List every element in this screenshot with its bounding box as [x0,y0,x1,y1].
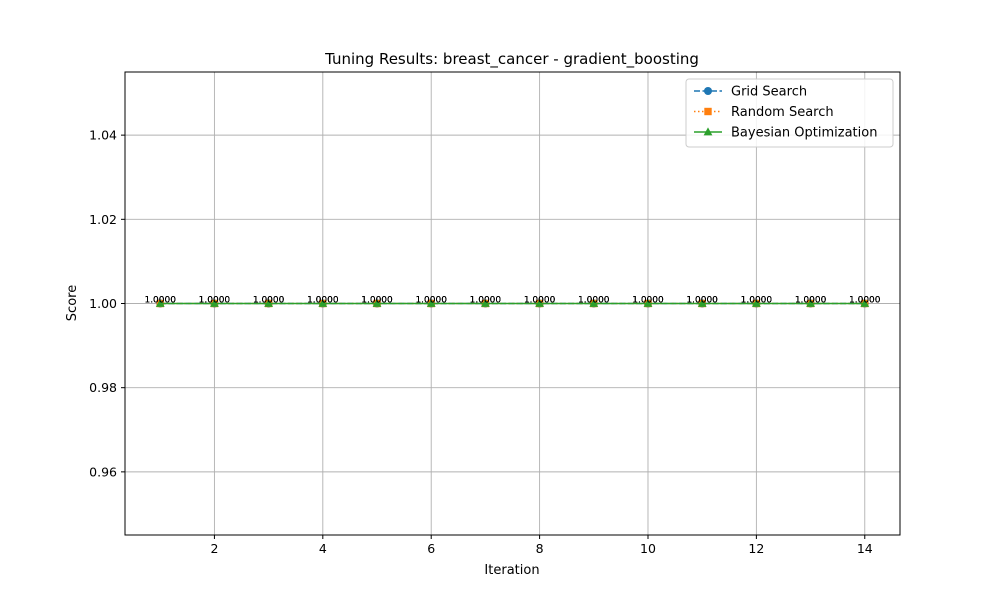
data-label: 1.0000 [307,296,339,306]
legend-item: Grid Search [694,85,807,100]
data-point [210,298,219,307]
legend-label: Grid Search [731,85,807,100]
data-label: 1.0000 [470,296,502,306]
data-label: 1.0000 [361,296,393,306]
data-label: 1.0000 [849,296,881,306]
y-tick-label: 0.98 [89,380,117,395]
data-label: 1.0000 [361,296,393,306]
data-label: 1.0000 [199,296,231,306]
data-label: 1.0000 [632,296,664,306]
data-point [318,298,328,307]
series-layer [155,298,870,308]
data-point [264,298,274,307]
data-label: 1.0000 [578,296,610,306]
x-tick-label: 4 [319,541,327,556]
data-label: 1.0000 [253,296,285,306]
data-label: 1.0000 [741,296,773,306]
legend-item: Random Search [694,105,834,120]
data-label: 1.0000 [144,296,176,306]
data-label: 1.0000 [686,296,718,306]
x-tick-label: 12 [748,541,764,556]
data-label: 1.0000 [307,296,339,306]
data-label-layer: 1.0000 1.0000 1.0000 1.0000 1.0000 1.0000 1.00… [144,296,880,306]
data-label: 1.0000 [253,296,285,306]
data-label: 1.0000 [524,296,556,306]
data-label: 1.0000 [578,296,610,306]
y-tick-label: 1.04 [89,128,117,143]
data-label: 1.0000 [253,296,285,306]
data-point [426,298,436,307]
data-point [155,298,165,307]
data-label: 1.0000 [144,296,176,306]
x-tick-label: 6 [427,541,435,556]
data-label: 1.0000 [795,296,827,306]
data-point [751,298,761,307]
y-tick-label: 1.02 [89,212,117,227]
data-point [589,298,599,307]
y-tick-label: 0.96 [89,464,117,479]
data-point [806,298,815,307]
legend-label: Bayesian Optimization [731,126,877,141]
data-label: 1.0000 [686,296,718,306]
data-label: 1.0000 [686,296,718,306]
data-label: 1.0000 [361,296,393,306]
data-label: 1.0000 [578,296,610,306]
legend-marker [703,127,713,136]
data-point [697,298,707,307]
data-label: 1.0000 [632,296,664,306]
x-tick-label: 14 [857,541,873,556]
tick-layer: 2 4 6 8 10 12 14 0.96 0.98 1.00 1.02 1.04 [89,128,873,556]
data-label: 1.0000 [524,296,556,306]
data-label: 1.0000 [199,296,231,306]
legend-marker [704,87,712,95]
data-label: 1.0000 [470,296,502,306]
data-point [372,298,382,307]
data-label: 1.0000 [849,296,881,306]
legend-box [685,78,894,148]
series-bayesian-optimization [155,298,870,307]
y-tick-label: 1.00 [89,296,117,311]
legend-label: Random Search [731,105,834,120]
data-label: 1.0000 [415,296,447,306]
y-axis-label: Score [65,285,80,321]
x-tick-label: 8 [536,541,544,556]
data-label: 1.0000 [307,296,339,306]
legend-item: Bayesian Optimization [694,126,877,141]
x-axis-label: Iteration [484,563,539,578]
data-label: 1.0000 [849,296,881,306]
data-label: 1.0000 [741,296,773,306]
data-label: 1.0000 [795,296,827,306]
data-label: 1.0000 [199,296,231,306]
chart-title: Tuning Results: breast_cancer - gradient… [324,50,699,69]
data-label: 1.0000 [415,296,447,306]
legend: Grid Search Random Search Bayesian Optimiz… [685,78,894,148]
x-tick-label: 10 [640,541,656,556]
data-label: 1.0000 [415,296,447,306]
x-tick-label: 2 [210,541,218,556]
data-label: 1.0000 [632,296,664,306]
data-point [643,298,653,307]
data-label: 1.0000 [524,296,556,306]
data-label: 1.0000 [470,296,502,306]
data-label: 1.0000 [741,296,773,306]
data-point [481,298,490,307]
data-label: 1.0000 [144,296,176,306]
legend-marker [704,107,712,116]
data-point [860,298,870,307]
data-point [535,298,544,307]
data-label: 1.0000 [795,296,827,306]
